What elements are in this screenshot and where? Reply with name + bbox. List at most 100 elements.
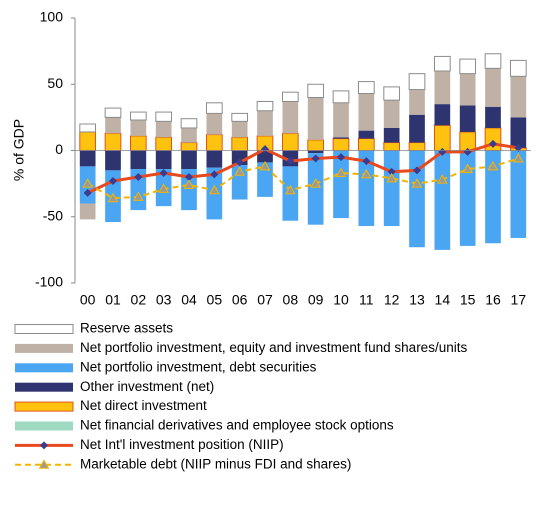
y-axis-label: % of GDP — [11, 119, 27, 181]
x-tick-label: 03 — [156, 292, 172, 308]
bar-segment — [205, 134, 223, 152]
legend-label: Reserve assets — [80, 321, 173, 336]
bar-segment — [307, 153, 324, 225]
x-tick-label: 10 — [333, 292, 349, 308]
bar-segment — [509, 59, 527, 77]
line — [87, 142, 519, 195]
line-marker — [462, 163, 474, 174]
bar-segment — [332, 138, 350, 151]
bar-segment — [408, 73, 426, 91]
line-marker — [134, 173, 143, 181]
line-marker — [286, 157, 295, 166]
x-tick-label: 08 — [283, 292, 299, 308]
x-tick-label: 11 — [359, 292, 374, 308]
line-marker — [234, 166, 246, 176]
bar-segment — [105, 117, 121, 134]
line-marker — [210, 170, 219, 179]
x-tick-label: 16 — [485, 292, 501, 308]
legend-label: Net portfolio investment, equity and inv… — [80, 340, 467, 355]
bar-segment — [257, 110, 273, 136]
bar-segment — [79, 150, 96, 167]
bar-segment — [383, 86, 401, 101]
bar-segment — [459, 150, 476, 246]
bar-segment — [105, 150, 121, 171]
line-marker — [159, 169, 168, 178]
line-marker — [310, 178, 322, 188]
line-marker — [284, 184, 296, 195]
bar-segment — [357, 81, 375, 95]
line-marker — [183, 179, 195, 189]
bar-segment — [333, 102, 349, 138]
bar-segment — [358, 130, 375, 139]
bar-segment — [155, 121, 172, 138]
bar-segment — [383, 150, 400, 227]
bar-segment — [79, 123, 97, 133]
y-tick-label: 50 — [47, 75, 63, 91]
legend-swatch — [15, 421, 73, 431]
legend-swatch — [15, 382, 73, 392]
x-tick-label: 01 — [105, 292, 121, 308]
legend-swatch — [14, 324, 74, 334]
legend-marker — [38, 459, 50, 469]
line-marker — [362, 157, 371, 166]
bar-segment — [181, 169, 197, 211]
bar-segment — [231, 112, 249, 122]
legend-marker — [40, 441, 48, 450]
line-marker — [438, 147, 447, 156]
legend-swatch — [14, 401, 74, 412]
bar-segment — [129, 111, 147, 121]
bar-segment — [510, 117, 527, 148]
bar-segment — [281, 91, 299, 102]
y-tick-label: -50 — [43, 207, 63, 223]
x-tick-label: 00 — [80, 292, 96, 308]
legend-label: Net financial derivatives and employee s… — [80, 418, 394, 433]
bar-segment — [206, 150, 223, 168]
line-marker — [235, 158, 244, 167]
bar-segment — [307, 139, 325, 151]
bar-segment — [332, 90, 350, 104]
x-tick-label: 13 — [409, 292, 425, 308]
bar-segment — [256, 100, 274, 112]
legend-label: Net portfolio investment, debt securitie… — [80, 359, 317, 374]
line-marker — [83, 188, 92, 197]
bar-segment — [180, 142, 198, 152]
bar-segment — [104, 132, 122, 151]
line-marker — [259, 160, 271, 171]
bar-segment — [383, 100, 400, 128]
bar-segment — [484, 53, 502, 69]
y-tick-label: -100 — [35, 274, 63, 290]
line-marker — [487, 160, 499, 171]
legend-swatch — [15, 363, 73, 373]
bar-segment — [155, 136, 173, 151]
bar-segment — [485, 68, 501, 107]
bar-segment — [383, 142, 401, 152]
bar-segment — [409, 89, 425, 115]
bar-segment — [409, 114, 425, 143]
x-tick-label: 02 — [131, 292, 147, 308]
line-marker — [514, 143, 523, 152]
line-marker — [413, 166, 421, 175]
bar-segment — [333, 137, 349, 139]
bar-segment — [205, 102, 223, 114]
line-marker — [335, 167, 347, 178]
line-marker — [132, 191, 144, 201]
line-marker — [82, 178, 94, 188]
bar-segment — [459, 105, 476, 132]
bar-segment — [79, 131, 97, 151]
bar-segment — [130, 150, 147, 170]
x-tick-label: 07 — [257, 292, 273, 308]
bar-segment — [155, 111, 173, 122]
x-tick-label: 05 — [207, 292, 223, 308]
bar-segment — [459, 58, 477, 75]
x-tick-label: 04 — [181, 292, 197, 308]
y-tick-label: 0 — [55, 141, 63, 157]
legend-label: Net Int'l investment position (NIIP) — [80, 437, 284, 452]
line-marker — [311, 154, 320, 163]
bar-segment — [510, 76, 527, 118]
x-tick-label: 17 — [511, 292, 527, 308]
bar-segment — [357, 138, 375, 151]
bar-segment — [434, 104, 451, 126]
bar-segment — [358, 93, 375, 131]
bar-segment — [433, 124, 451, 151]
